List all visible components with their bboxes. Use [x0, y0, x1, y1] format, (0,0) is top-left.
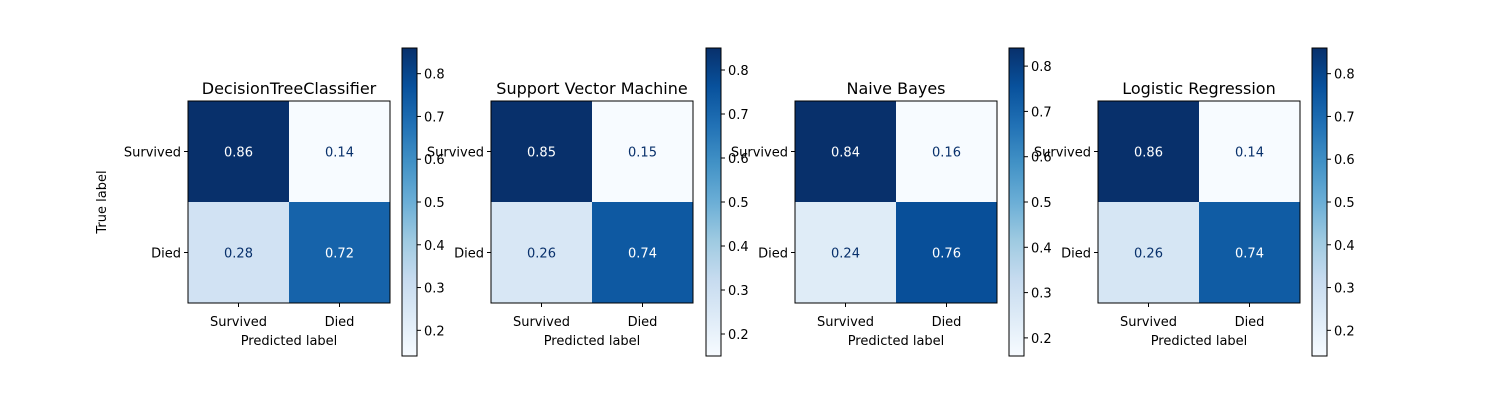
matrix-cell — [491, 202, 592, 303]
colorbar-tick-label: 0.6 — [1031, 151, 1052, 166]
matrix-cell — [289, 101, 390, 202]
y-tick-label: Survived — [124, 146, 181, 161]
panel-title: Support Vector Machine — [496, 79, 687, 98]
colorbar-tick-label: 0.5 — [1031, 196, 1052, 211]
matrix-frame — [187, 100, 391, 304]
colorbar — [705, 47, 722, 357]
x-axis-label: Predicted label — [1151, 334, 1248, 349]
colorbar-tick-label: 0.6 — [424, 153, 445, 168]
matrix-frame — [490, 100, 694, 304]
cell-value-label: 0.74 — [1235, 247, 1264, 262]
y-tick-label: Survived — [427, 146, 484, 161]
cell-value-label: 0.24 — [831, 247, 860, 262]
cell-value-label: 0.28 — [224, 247, 253, 262]
cell-value-label: 0.15 — [628, 146, 657, 161]
colorbar-tick-label: 0.8 — [424, 68, 445, 83]
colorbar-tick-label: 0.2 — [728, 328, 749, 343]
y-tick-label: Died — [454, 247, 484, 262]
cell-value-label: 0.74 — [628, 247, 657, 262]
x-axis-label: Predicted label — [848, 334, 945, 349]
matrix-cell — [491, 101, 592, 202]
colorbar-tick-label: 0.4 — [424, 239, 445, 254]
matrix-cell — [188, 202, 289, 303]
matrix-cell — [1098, 101, 1199, 202]
colorbar-tick-label: 0.4 — [728, 240, 749, 255]
x-tick-label: Died — [1235, 315, 1265, 330]
matrix-cell — [592, 202, 693, 303]
colorbar-tick-label: 0.3 — [424, 282, 445, 297]
panel-title: Logistic Regression — [1122, 79, 1275, 98]
cell-value-label: 0.26 — [1134, 247, 1163, 262]
matrix-cell — [795, 101, 896, 202]
x-tick-label: Died — [628, 315, 658, 330]
colorbar-tick-label: 0.6 — [728, 152, 749, 167]
cell-value-label: 0.26 — [527, 247, 556, 262]
colorbar-tick-label: 0.7 — [1031, 105, 1052, 120]
colorbar-tick-label: 0.4 — [1031, 241, 1052, 256]
cell-value-label: 0.14 — [1235, 146, 1264, 161]
y-tick-label: Died — [151, 247, 181, 262]
colorbar-tick-label: 0.8 — [1031, 60, 1052, 75]
colorbar-tick-label: 0.8 — [1334, 68, 1355, 83]
x-tick-label: Died — [325, 315, 355, 330]
cell-value-label: 0.76 — [932, 247, 961, 262]
matrix-cell — [289, 202, 390, 303]
cell-value-label: 0.85 — [527, 146, 556, 161]
colorbar-tick-label: 0.2 — [424, 324, 445, 339]
colorbar-tick-label: 0.7 — [424, 110, 445, 125]
x-tick-label: Survived — [1120, 315, 1177, 330]
cell-value-label: 0.84 — [831, 146, 860, 161]
colorbar-tick-label: 0.6 — [1334, 153, 1355, 168]
colorbar-tick-label: 0.7 — [1334, 110, 1355, 125]
matrix-frame — [794, 100, 998, 304]
x-tick-label: Survived — [210, 315, 267, 330]
x-tick-label: Survived — [817, 315, 874, 330]
matrix-cell — [896, 202, 997, 303]
y-tick-label: Died — [758, 247, 788, 262]
colorbar-tick-label: 0.5 — [1334, 196, 1355, 211]
cell-value-label: 0.72 — [325, 247, 354, 262]
matrix-cell — [896, 101, 997, 202]
colorbar-tick-label: 0.3 — [1031, 287, 1052, 302]
x-tick-label: Died — [932, 315, 962, 330]
colorbar-tick-label: 0.8 — [728, 64, 749, 79]
matrix-cell — [1199, 202, 1300, 303]
colorbar-tick-label: 0.7 — [728, 108, 749, 123]
colorbar — [1311, 47, 1328, 357]
colorbar — [401, 47, 418, 357]
y-tick-label: Died — [1061, 247, 1091, 262]
colorbar-tick-label: 0.3 — [728, 284, 749, 299]
matrix-cell — [1098, 202, 1199, 303]
cell-value-label: 0.86 — [224, 146, 253, 161]
matrix-cell — [592, 101, 693, 202]
panel-title: Naive Bayes — [846, 79, 945, 98]
colorbar-tick-label: 0.3 — [1334, 282, 1355, 297]
matrix-cell — [188, 101, 289, 202]
matrix-cell — [1199, 101, 1300, 202]
x-tick-label: Survived — [513, 315, 570, 330]
cell-value-label: 0.16 — [932, 146, 961, 161]
matrix-cell — [795, 202, 896, 303]
y-tick-label: Survived — [1034, 146, 1091, 161]
colorbar-tick-label: 0.5 — [728, 196, 749, 211]
y-tick-label: Survived — [731, 146, 788, 161]
cell-value-label: 0.86 — [1134, 146, 1163, 161]
colorbar-tick-label: 0.2 — [1031, 332, 1052, 347]
cell-value-label: 0.14 — [325, 146, 354, 161]
y-axis-label: True label — [95, 170, 110, 234]
matrix-frame — [1097, 100, 1301, 304]
colorbar-tick-label: 0.2 — [1334, 324, 1355, 339]
colorbar-tick-label: 0.5 — [424, 196, 445, 211]
colorbar — [1008, 47, 1025, 357]
x-axis-label: Predicted label — [241, 334, 338, 349]
x-axis-label: Predicted label — [544, 334, 641, 349]
colorbar-tick-label: 0.4 — [1334, 239, 1355, 254]
panel-title: DecisionTreeClassifier — [202, 79, 377, 98]
